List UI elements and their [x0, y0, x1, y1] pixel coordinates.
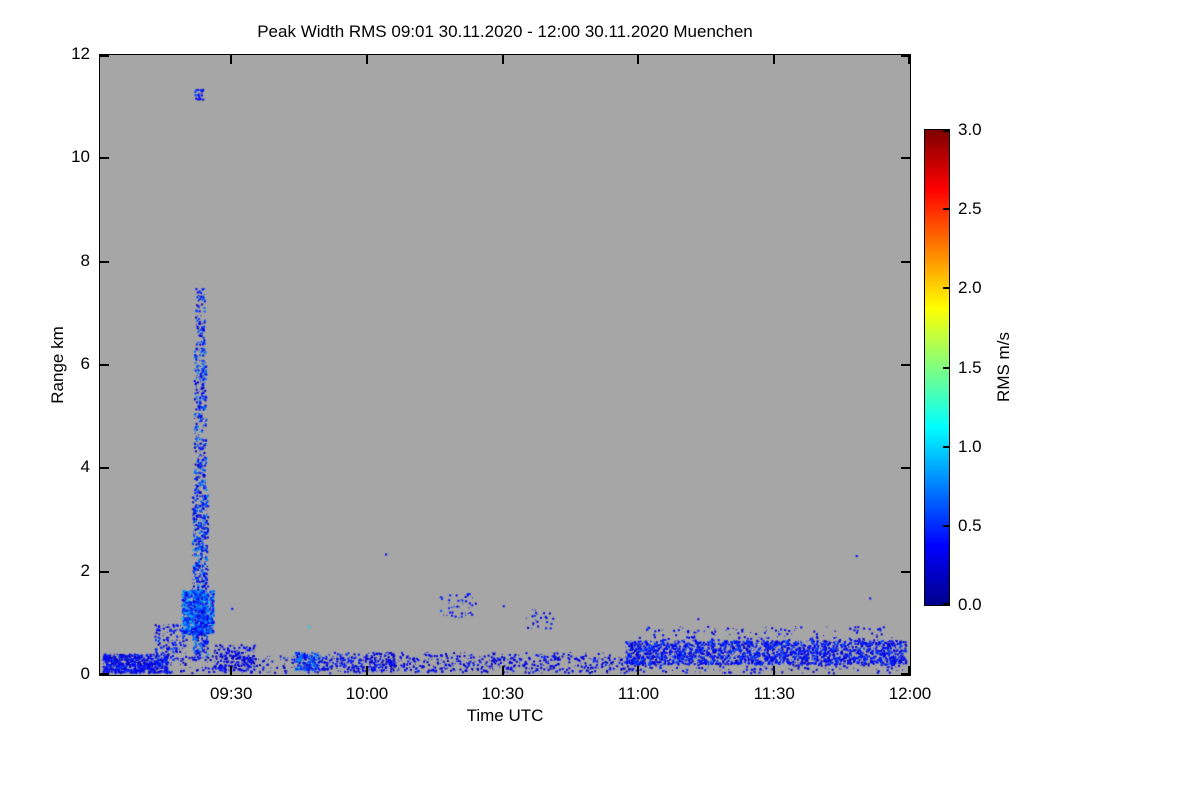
y-tick-mark	[100, 157, 109, 160]
x-tick-mark	[637, 666, 640, 675]
chart-title: Peak Width RMS 09:01 30.11.2020 - 12:00 …	[257, 22, 753, 41]
x-axis-label: Time UTC	[466, 706, 544, 725]
y-tick-mark	[901, 673, 910, 675]
colorbar	[924, 129, 950, 606]
colorbar-tick-mark	[943, 287, 949, 290]
x-tick-label: 09:30	[209, 684, 253, 703]
x-tick-mark	[908, 55, 910, 64]
colorbar-tick-mark	[943, 366, 949, 369]
x-tick-mark	[365, 55, 368, 64]
y-tick-mark	[901, 570, 910, 573]
x-tick-mark	[773, 55, 776, 64]
x-tick-mark	[230, 666, 233, 675]
x-tick-label: 11:30	[753, 684, 795, 703]
y-tick-mark	[901, 260, 910, 263]
x-tick-label: 11:00	[617, 684, 660, 703]
y-tick-label: 2	[80, 560, 90, 580]
y-tick-mark	[901, 157, 910, 160]
colorbar-tick-mark	[943, 603, 949, 605]
colorbar-tick-mark	[943, 445, 949, 448]
plot-area	[99, 54, 911, 676]
y-tick-mark	[100, 55, 109, 57]
colorbar-tick-mark	[943, 208, 949, 211]
x-tick-mark	[365, 666, 368, 675]
y-tick-mark	[901, 467, 910, 470]
y-tick-label: 12	[71, 44, 90, 63]
colorbar-tick-label: 3.0	[958, 120, 982, 139]
x-tick-mark	[501, 666, 504, 675]
colorbar-tick-mark	[943, 524, 949, 527]
y-tick-mark	[100, 570, 109, 573]
x-tick-label: 10:30	[481, 684, 524, 703]
y-tick-label: 6	[80, 354, 90, 373]
y-tick-mark	[100, 467, 109, 470]
y-tick-mark	[100, 364, 109, 366]
y-tick-label: 8	[80, 250, 90, 270]
y-tick-mark	[901, 364, 910, 366]
x-tick-mark	[637, 55, 640, 64]
y-tick-label: 10	[71, 147, 90, 167]
y-tick-mark	[100, 260, 109, 263]
x-tick-mark	[230, 55, 233, 64]
heatmap-canvas	[100, 55, 910, 675]
x-tick-mark	[908, 666, 910, 675]
colorbar-tick-label: 0.0	[958, 595, 982, 614]
colorbar-tick-label: 1.0	[958, 436, 982, 456]
x-tick-mark	[773, 666, 776, 675]
y-tick-mark	[100, 673, 109, 675]
x-tick-label: 12:00	[888, 684, 932, 703]
colorbar-tick-mark	[943, 130, 949, 132]
y-tick-label: 4	[80, 457, 90, 477]
x-tick-mark	[501, 55, 504, 64]
colorbar-tick-label: 1.5	[958, 357, 982, 377]
y-tick-mark	[901, 55, 910, 57]
y-tick-label: 0	[80, 664, 90, 683]
colorbar-tick-label: 2.0	[958, 278, 982, 298]
colorbar-tick-label: 0.5	[958, 515, 982, 535]
colorbar-tick-label: 2.5	[958, 199, 982, 219]
x-tick-label: 10:00	[345, 684, 389, 703]
